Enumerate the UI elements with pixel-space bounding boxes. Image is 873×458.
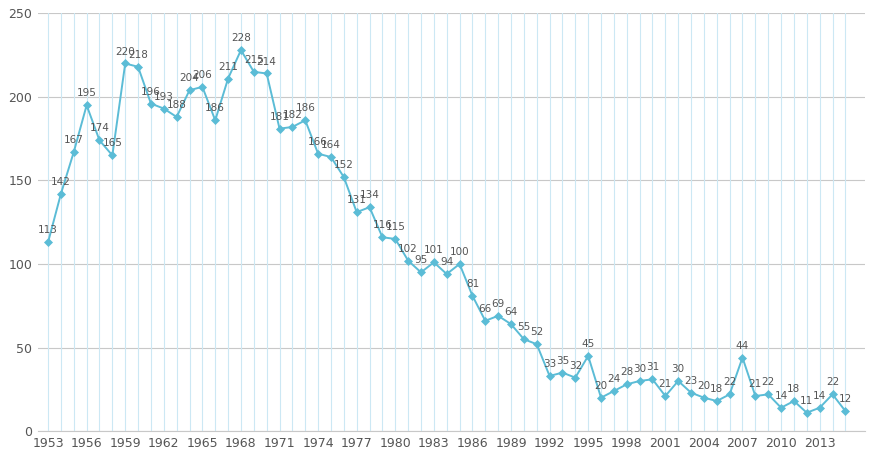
Text: 115: 115 [385, 222, 405, 232]
Text: 30: 30 [671, 364, 684, 374]
Text: 211: 211 [218, 61, 238, 71]
Text: 69: 69 [491, 299, 505, 309]
Text: 188: 188 [167, 100, 187, 110]
Text: 94: 94 [440, 257, 453, 267]
Text: 20: 20 [595, 381, 608, 391]
Text: 102: 102 [398, 244, 418, 254]
Text: 18: 18 [787, 384, 801, 394]
Text: 134: 134 [360, 190, 380, 200]
Text: 181: 181 [270, 112, 290, 122]
Text: 165: 165 [102, 138, 122, 148]
Text: 22: 22 [723, 377, 736, 387]
Text: 174: 174 [90, 123, 109, 133]
Text: 228: 228 [231, 33, 251, 43]
Text: 186: 186 [205, 104, 225, 113]
Text: 31: 31 [646, 362, 659, 372]
Text: 214: 214 [257, 56, 277, 66]
Text: 35: 35 [556, 356, 569, 365]
Text: 22: 22 [761, 377, 775, 387]
Text: 182: 182 [283, 110, 302, 120]
Text: 186: 186 [295, 104, 315, 113]
Text: 21: 21 [749, 379, 762, 389]
Text: 30: 30 [633, 364, 646, 374]
Text: 33: 33 [543, 359, 556, 369]
Text: 116: 116 [373, 220, 392, 230]
Text: 95: 95 [415, 256, 428, 266]
Text: 195: 195 [77, 88, 97, 98]
Text: 18: 18 [710, 384, 724, 394]
Text: 196: 196 [141, 87, 161, 97]
Text: 44: 44 [736, 341, 749, 351]
Text: 215: 215 [244, 55, 264, 65]
Text: 20: 20 [698, 381, 711, 391]
Text: 14: 14 [813, 391, 826, 401]
Text: 220: 220 [115, 47, 135, 56]
Text: 206: 206 [193, 70, 212, 80]
Text: 166: 166 [308, 137, 328, 147]
Text: 52: 52 [530, 327, 543, 337]
Text: 164: 164 [321, 140, 341, 150]
Text: 113: 113 [38, 225, 58, 235]
Text: 32: 32 [568, 361, 582, 371]
Text: 152: 152 [333, 160, 354, 170]
Text: 11: 11 [801, 396, 814, 406]
Text: 28: 28 [620, 367, 634, 377]
Text: 167: 167 [64, 135, 84, 145]
Text: 100: 100 [450, 247, 470, 257]
Text: 204: 204 [180, 73, 199, 83]
Text: 81: 81 [466, 279, 479, 289]
Text: 24: 24 [608, 374, 621, 384]
Text: 64: 64 [505, 307, 518, 317]
Text: 21: 21 [659, 379, 672, 389]
Text: 193: 193 [154, 92, 174, 102]
Text: 142: 142 [51, 177, 71, 187]
Text: 66: 66 [478, 304, 491, 314]
Text: 14: 14 [774, 391, 787, 401]
Text: 23: 23 [684, 376, 698, 386]
Text: 12: 12 [839, 394, 852, 404]
Text: 45: 45 [581, 339, 595, 349]
Text: 131: 131 [347, 195, 367, 205]
Text: 22: 22 [826, 377, 839, 387]
Text: 218: 218 [128, 50, 148, 60]
Text: 55: 55 [517, 322, 531, 332]
Text: 101: 101 [424, 245, 443, 256]
